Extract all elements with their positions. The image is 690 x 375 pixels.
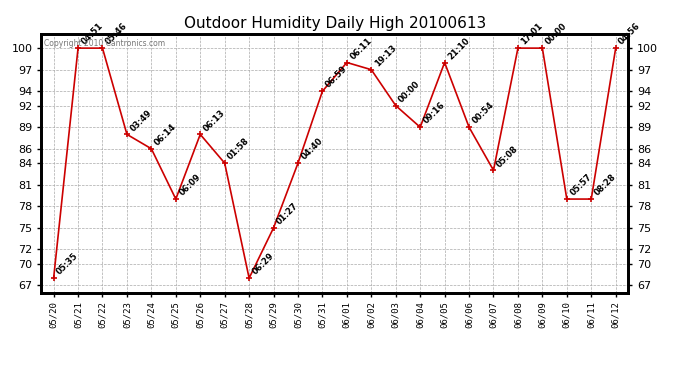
Text: 09:16: 09:16: [422, 100, 446, 126]
Text: 06:14: 06:14: [152, 122, 178, 147]
Text: 04:56: 04:56: [617, 21, 642, 47]
Text: 06:09: 06:09: [177, 172, 202, 198]
Text: 21:10: 21:10: [446, 36, 471, 61]
Text: 05:46: 05:46: [104, 21, 129, 47]
Text: 05:35: 05:35: [55, 252, 80, 277]
Text: 06:13: 06:13: [201, 108, 227, 133]
Text: 00:54: 00:54: [471, 100, 495, 126]
Text: 00:00: 00:00: [397, 79, 422, 104]
Text: 06:59: 06:59: [324, 64, 349, 90]
Text: 04:51: 04:51: [79, 21, 105, 47]
Text: 19:13: 19:13: [373, 43, 398, 68]
Text: 01:58: 01:58: [226, 136, 251, 162]
Text: 08:28: 08:28: [593, 172, 618, 198]
Text: 06:11: 06:11: [348, 36, 373, 61]
Text: 04:40: 04:40: [299, 136, 324, 162]
Text: 05:08: 05:08: [495, 144, 520, 169]
Title: Outdoor Humidity Daily High 20100613: Outdoor Humidity Daily High 20100613: [184, 16, 486, 31]
Text: 06:29: 06:29: [250, 252, 276, 277]
Text: 03:49: 03:49: [128, 108, 153, 133]
Text: 17:01: 17:01: [520, 21, 544, 47]
Text: 01:27: 01:27: [275, 201, 300, 226]
Text: 00:00: 00:00: [544, 22, 569, 47]
Text: 05:57: 05:57: [568, 172, 593, 198]
Text: Copyright 2010 Cantronics.com: Copyright 2010 Cantronics.com: [44, 39, 166, 48]
